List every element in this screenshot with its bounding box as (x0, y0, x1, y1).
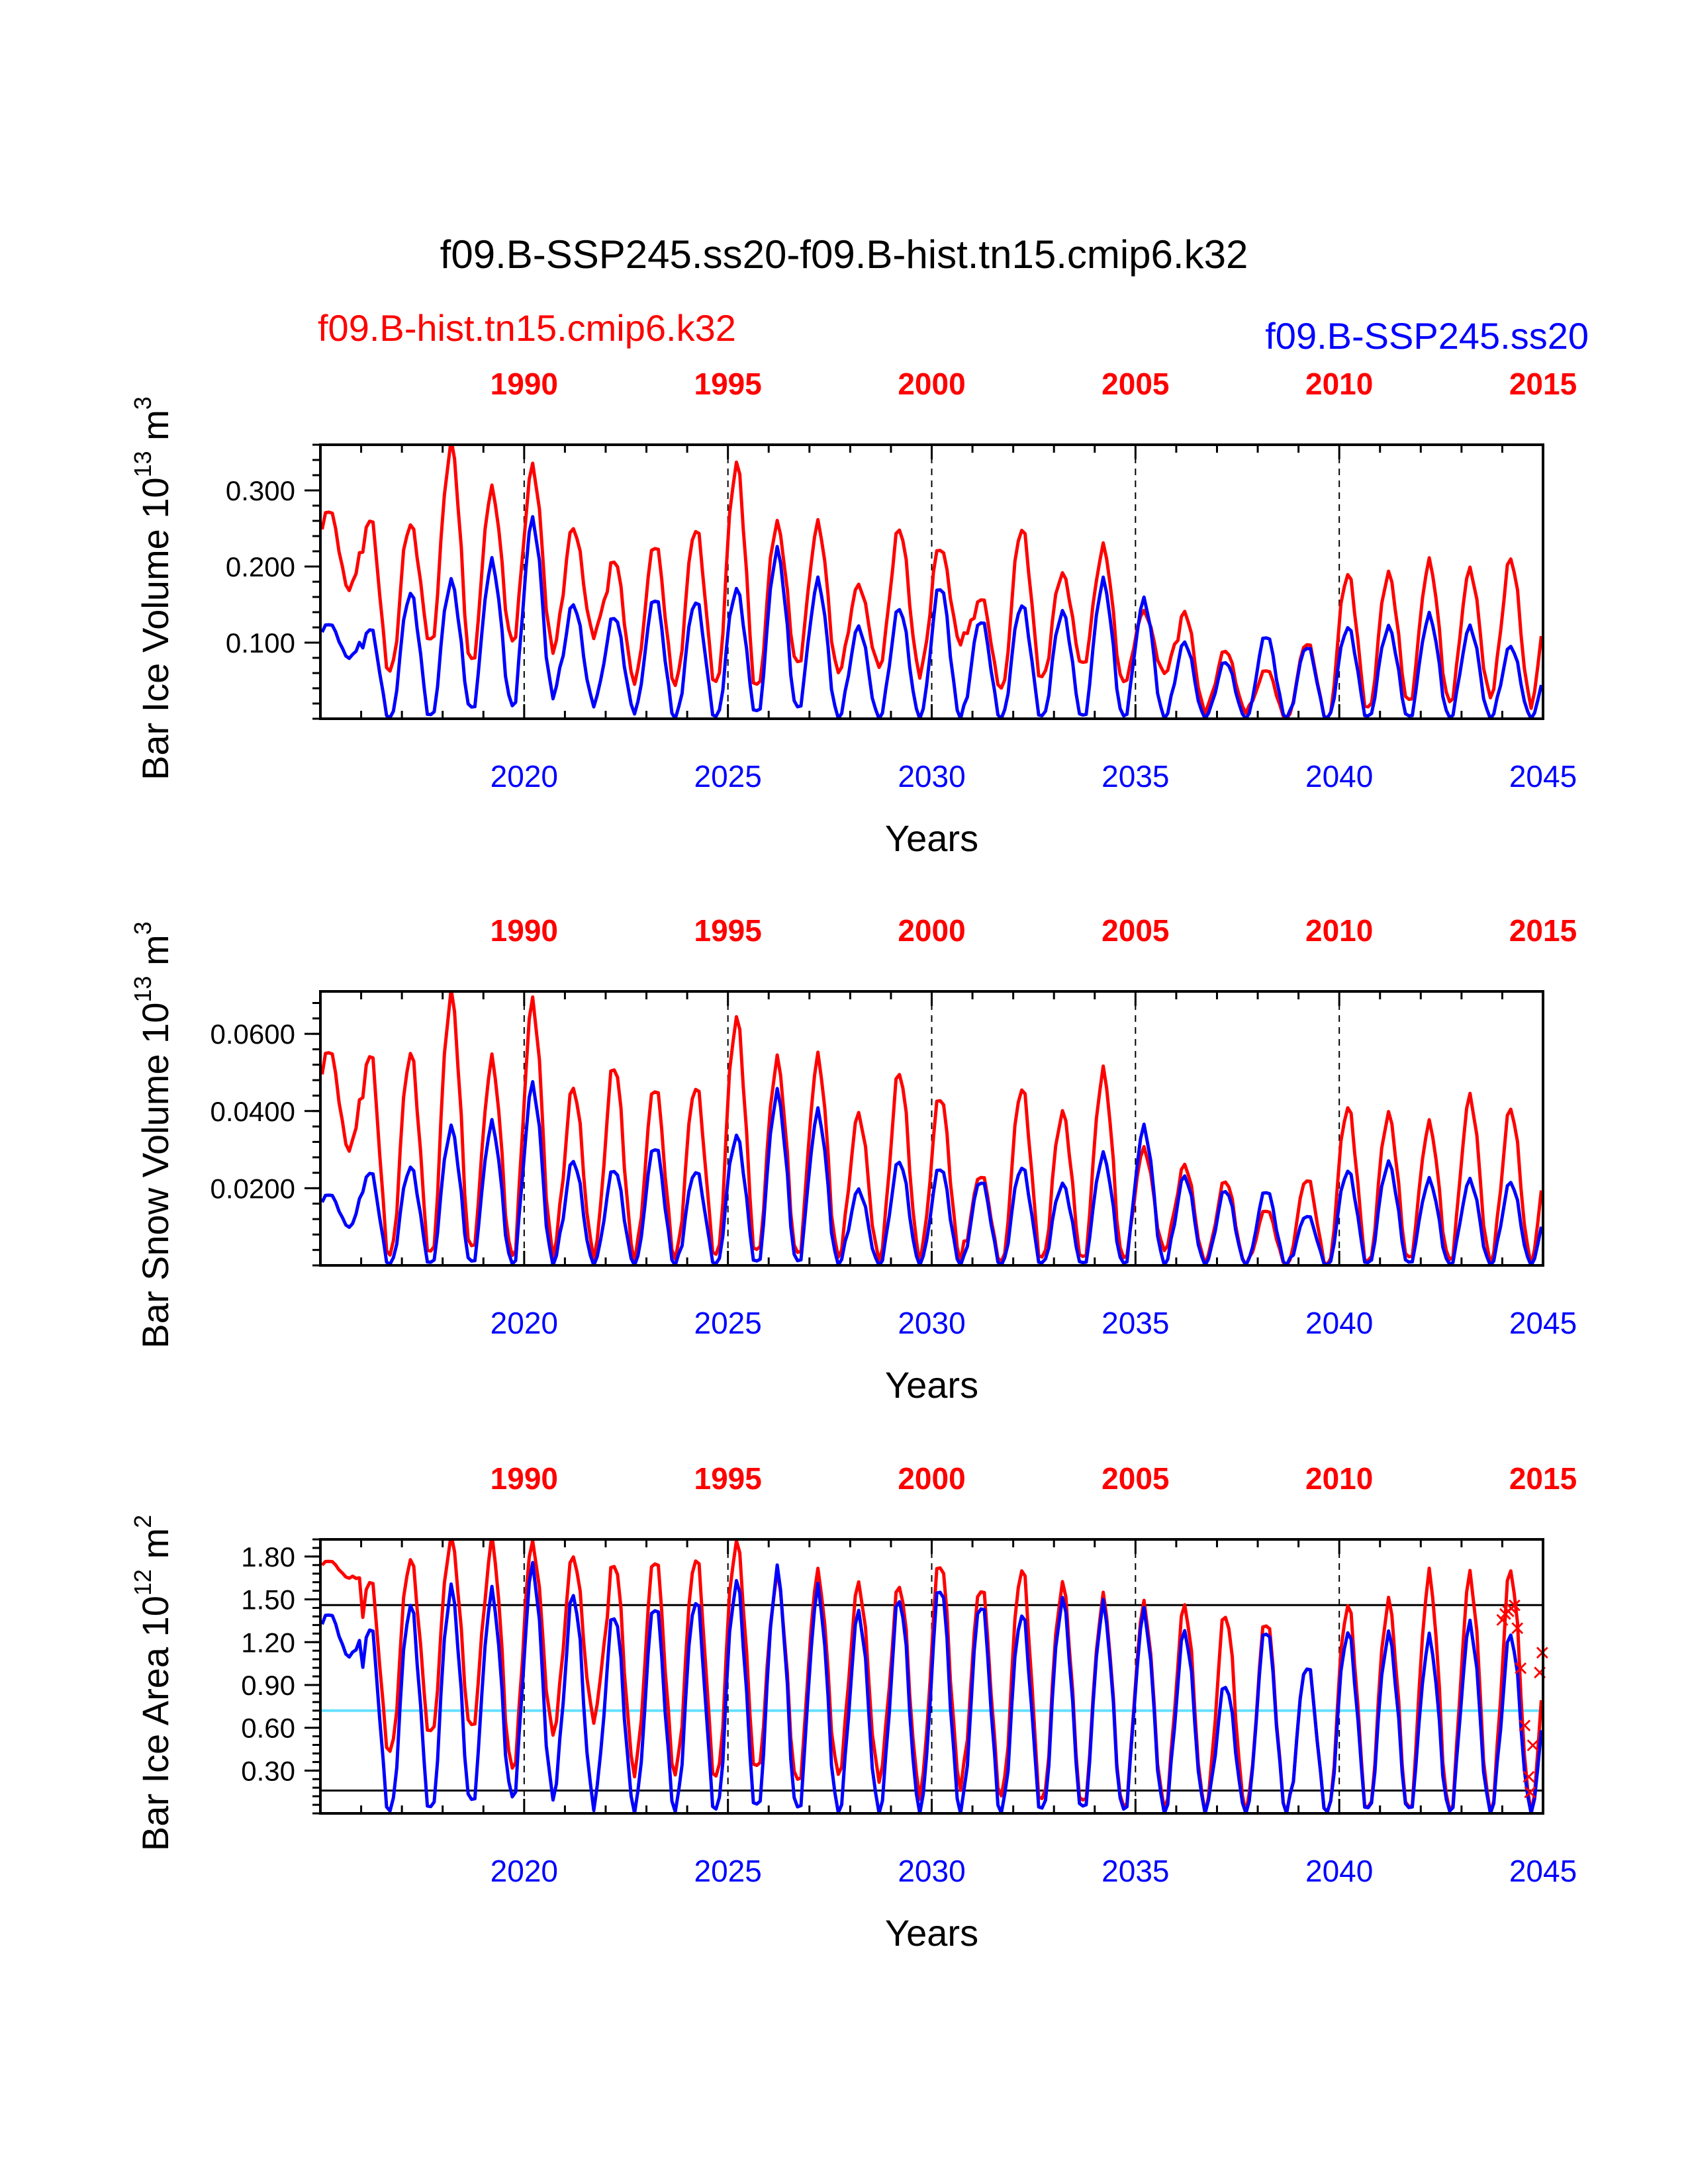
panel-2: 0.0200 0.0400 0.0600 2020 2025 2030 2035 2040 20… (129, 913, 1577, 1406)
bottom-year-label: 2020 (491, 1854, 558, 1888)
y-axis-label: Bar Ice Area 1012 m2 (129, 1515, 176, 1851)
top-year-label: 2005 (1102, 1461, 1169, 1496)
x-axis-label: Years (885, 817, 978, 859)
bottom-year-label: 2040 (1305, 1854, 1373, 1888)
bottom-year-label: 2035 (1102, 1854, 1169, 1888)
bottom-year-label: 2040 (1305, 759, 1373, 794)
series-line-hist (320, 991, 1543, 1265)
series-line-ssp245 (320, 515, 1543, 719)
bottom-year-label: 2030 (898, 759, 965, 794)
panel-3: ×××××××××××××0.300.600.901.201.501.80202… (129, 1461, 1577, 1954)
marker-point: × (1523, 1778, 1538, 1807)
y-axis-label: Bar Ice Volume 1013 m3 (129, 396, 176, 780)
bottom-year-label: 2030 (898, 1306, 965, 1340)
marker-point: × (1503, 1594, 1519, 1623)
panel-1: 0.100 0.200 0.300 2020 2025 2030 2035 2040 2045 1… (129, 367, 1577, 859)
top-year-label: 2005 (1102, 913, 1169, 948)
bottom-year-label: 2045 (1509, 759, 1577, 794)
marker-point: × (1497, 1600, 1513, 1629)
y-tick-label: 0.0200 (211, 1173, 295, 1204)
top-year-label: 2015 (1509, 1461, 1577, 1496)
y-tick-label: 0.60 (241, 1713, 295, 1744)
bottom-year-label: 2040 (1305, 1306, 1373, 1340)
top-year-label: 2015 (1509, 367, 1577, 401)
top-year-label: 1995 (694, 1461, 761, 1496)
y-tick-label: 0.0600 (211, 1019, 295, 1050)
x-axis-label: Years (885, 1364, 978, 1406)
x-axis-label: Years (885, 1912, 978, 1954)
marker-point: × (1517, 1711, 1532, 1740)
legend-right-case: f09.B-SSP245.ss20 (1265, 315, 1589, 357)
bottom-year-label: 2045 (1509, 1854, 1577, 1888)
top-year-label: 1990 (491, 1461, 558, 1496)
bottom-year-label: 2025 (694, 1306, 761, 1340)
marker-point: × (1525, 1731, 1540, 1760)
marker-point: × (1513, 1654, 1528, 1683)
top-year-label: 2010 (1305, 1461, 1373, 1496)
bottom-year-label: 2035 (1102, 1306, 1169, 1340)
y-tick-label: 1.50 (241, 1584, 295, 1615)
y-tick-label: 0.200 (226, 551, 295, 582)
y-tick-label: 0.30 (241, 1755, 295, 1786)
marker-point: × (1501, 1597, 1516, 1626)
bottom-year-label: 2020 (491, 759, 558, 794)
bottom-year-label: 2025 (694, 759, 761, 794)
marker-point: × (1510, 1614, 1525, 1643)
y-tick-label: 0.90 (241, 1670, 295, 1701)
marker-point: × (1507, 1591, 1522, 1620)
top-year-label: 2000 (898, 1461, 965, 1496)
top-year-label: 1990 (491, 913, 558, 948)
marker-point: × (1521, 1762, 1536, 1792)
top-year-label: 2000 (898, 913, 965, 948)
top-year-label: 1990 (491, 367, 558, 401)
y-tick-label: 0.100 (226, 627, 295, 659)
marker-point: × (1495, 1606, 1510, 1635)
bottom-year-label: 2035 (1102, 759, 1169, 794)
top-year-label: 1995 (694, 913, 761, 948)
y-axis-label: Bar Snow Volume 1013 m3 (129, 921, 176, 1348)
top-year-label: 2000 (898, 367, 965, 401)
series-line-ssp245 (320, 1080, 1543, 1265)
legend-left-case: f09.B-hist.tn15.cmip6.k32 (318, 307, 736, 349)
top-year-label: 1995 (694, 367, 761, 401)
bottom-year-label: 2045 (1509, 1306, 1577, 1340)
top-year-label: 2010 (1305, 367, 1373, 401)
top-year-label: 2015 (1509, 913, 1577, 948)
series-line-hist (320, 445, 1543, 719)
y-tick-label: 1.80 (241, 1541, 295, 1572)
y-tick-label: 1.20 (241, 1627, 295, 1658)
bottom-year-label: 2020 (491, 1306, 558, 1340)
bottom-year-label: 2025 (694, 1854, 761, 1888)
y-tick-label: 0.0400 (211, 1096, 295, 1127)
top-year-label: 2010 (1305, 913, 1373, 948)
figure-title: f09.B-SSP245.ss20-f09.B-hist.tn15.cmip6.… (440, 232, 1248, 277)
y-tick-label: 0.300 (226, 475, 295, 506)
top-year-label: 2005 (1102, 367, 1169, 401)
series-line-ssp245 (320, 1561, 1543, 1813)
bottom-year-label: 2030 (898, 1854, 965, 1888)
